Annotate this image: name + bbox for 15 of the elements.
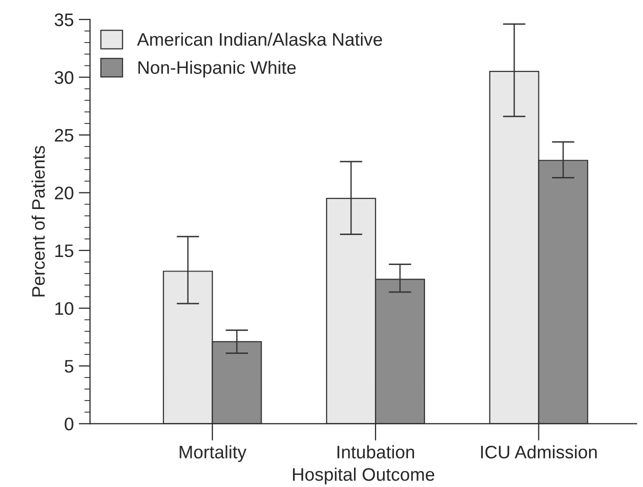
y-axis-title: Percent of Patients (32, 146, 45, 296)
legend-label: Non-Hispanic White (138, 60, 296, 78)
x-axis-title: Hospital Outcome (293, 468, 434, 484)
legend-label: American Indian/Alaska Native (137, 32, 382, 46)
y-tick-label: 10 (55, 302, 74, 315)
y-tick-label: 15 (55, 244, 74, 258)
y-tick-label: 30 (54, 71, 74, 84)
x-tick-label: Mortality (180, 445, 246, 462)
y-tick-label: 0 (64, 418, 74, 430)
x-tick-label: ICU Admission (481, 445, 597, 458)
x-tick-label: Intubation (338, 445, 414, 458)
y-tick-label: 35 (54, 13, 74, 26)
y-tick-label: 25 (54, 128, 74, 142)
y-tick-label: 5 (64, 360, 74, 373)
y-tick-label: 20 (54, 186, 74, 200)
